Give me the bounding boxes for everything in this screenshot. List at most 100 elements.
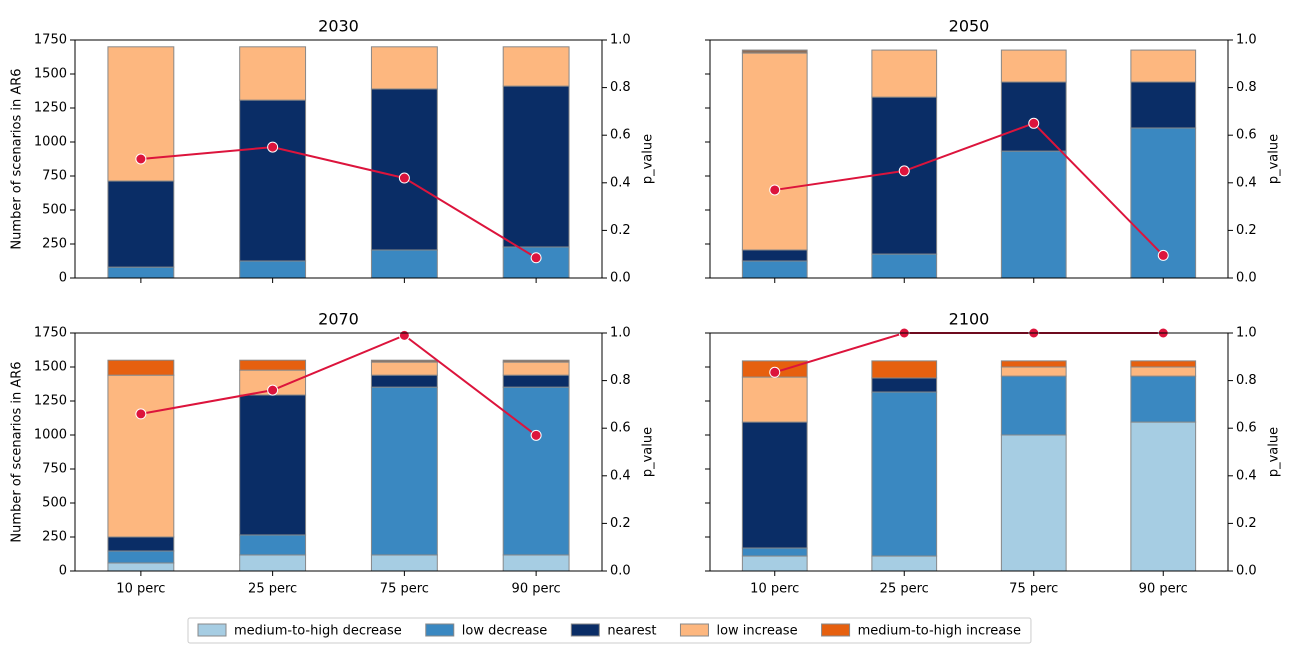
y2-tick-label: 0.8 — [610, 80, 631, 95]
p-value-marker — [398, 329, 410, 341]
y2-tick-label: 0.4 — [610, 468, 631, 483]
bar-segment — [1130, 360, 1197, 368]
bar-segment — [502, 386, 570, 556]
y-tick-label: 1250 — [34, 394, 67, 409]
y-tick-label: 1000 — [34, 428, 67, 443]
bar-segment — [107, 374, 175, 538]
p-value-marker — [267, 384, 279, 396]
bar-segment — [1000, 434, 1067, 572]
bar-segment — [1130, 421, 1197, 572]
p-value-marker — [769, 184, 781, 196]
p-value-marker — [135, 153, 147, 165]
bar-segment — [239, 99, 307, 262]
legend-swatch — [679, 623, 709, 637]
bar-segment — [370, 46, 438, 90]
y2-tick-label: 0.0 — [1236, 271, 1257, 286]
bar-segment — [1000, 150, 1067, 279]
p-value-marker — [398, 172, 410, 184]
bar-segment — [871, 391, 938, 557]
bar-segment — [370, 554, 438, 572]
bar-segment — [107, 180, 175, 268]
bar-segment — [741, 260, 808, 279]
x-tick-label: 90 perc — [1139, 582, 1188, 597]
y-tick-label: 1500 — [34, 67, 67, 82]
y2-tick-label: 0.4 — [610, 175, 631, 190]
x-tick-label: 25 perc — [880, 582, 929, 597]
y-tick-label: 1750 — [34, 33, 67, 48]
bar-segment — [871, 360, 938, 379]
legend-label: low increase — [716, 624, 797, 639]
p-value-marker — [769, 366, 781, 378]
bar-segment — [239, 534, 307, 556]
legend-swatch — [197, 623, 227, 637]
y2-tick-label: 0.2 — [610, 516, 631, 531]
y2-axis-label: p_value — [641, 427, 656, 477]
p-value-marker — [267, 141, 279, 153]
legend-label: medium-to-high increase — [858, 624, 1021, 639]
y-tick-label: 250 — [42, 237, 67, 252]
y-axis-label: Number of scenarios in AR6 — [10, 361, 25, 542]
y-tick-label: 500 — [42, 496, 67, 511]
p-value-line — [774, 332, 1164, 374]
bar-segment — [107, 359, 175, 376]
y2-tick-label: 1.0 — [610, 326, 631, 341]
plot-frame — [709, 332, 1229, 572]
bar-segment — [871, 555, 938, 572]
y2-tick-label: 0.2 — [1236, 223, 1257, 238]
legend-label: nearest — [607, 624, 656, 639]
bar-segment — [741, 421, 808, 549]
bar-segment — [1130, 49, 1197, 83]
y-tick-label: 750 — [42, 462, 67, 477]
bar-segment — [1130, 81, 1197, 129]
legend-frame — [187, 617, 1032, 644]
bar-segment — [1000, 49, 1067, 83]
plot-frame — [74, 332, 603, 572]
bar-segment — [370, 361, 438, 376]
y2-tick-label: 1.0 — [1236, 33, 1257, 48]
y2-tick-label: 0.2 — [1236, 516, 1257, 531]
bar-segment — [871, 49, 938, 98]
bar-segment — [741, 52, 808, 251]
y2-tick-label: 0.6 — [1236, 421, 1257, 436]
y-tick-label: 250 — [42, 530, 67, 545]
p-value-line — [140, 146, 537, 259]
y-tick-label: 0 — [59, 271, 67, 286]
bar-segment — [741, 249, 808, 262]
y2-tick-label: 0.6 — [610, 128, 631, 143]
y2-axis-label: p_value — [1267, 134, 1282, 184]
x-tick-label: 10 perc — [116, 582, 165, 597]
bar-segment — [1000, 360, 1067, 368]
y2-tick-label: 0.8 — [1236, 373, 1257, 388]
y-tick-label: 1250 — [34, 101, 67, 116]
x-tick-label: 90 perc — [512, 582, 561, 597]
bar-segment — [107, 266, 175, 279]
legend: medium-to-high decrease low decrease neare… — [187, 617, 1032, 644]
bar-segment — [239, 260, 307, 279]
legend-swatch — [821, 623, 851, 637]
bar-segment — [502, 359, 570, 363]
chart-title: 2030 — [318, 17, 359, 36]
bar-segment — [741, 49, 808, 54]
p-value-line — [774, 122, 1164, 257]
legend-swatch — [570, 623, 600, 637]
p-value-line — [140, 334, 537, 437]
p-value-marker — [898, 165, 910, 177]
bar-segment — [871, 253, 938, 279]
bar-segment — [370, 88, 438, 251]
bar-segment — [107, 562, 175, 572]
legend-label: medium-to-high decrease — [234, 624, 402, 639]
p-value-marker — [530, 429, 542, 441]
y-axis-label: Number of scenarios in AR6 — [10, 68, 25, 249]
bar-segment — [502, 46, 570, 87]
chart-title: 2100 — [949, 310, 990, 329]
y-tick-label: 1750 — [34, 326, 67, 341]
chart-title: 2050 — [949, 17, 990, 36]
y2-axis-label: p_value — [641, 134, 656, 184]
bar-segment — [239, 394, 307, 536]
chart-title: 2070 — [318, 310, 359, 329]
p-value-marker — [1157, 249, 1169, 261]
bar-segment — [107, 536, 175, 552]
legend-label: low decrease — [462, 624, 548, 639]
